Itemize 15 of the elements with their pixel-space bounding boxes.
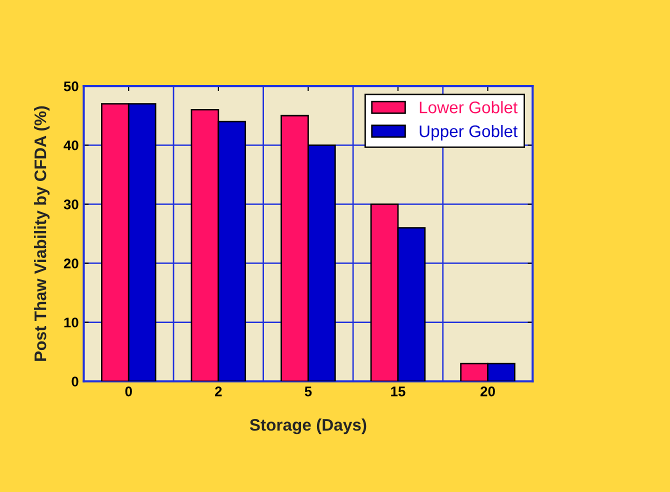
x-tick-label: 15 xyxy=(391,386,406,396)
legend-label: Lower Goblet xyxy=(420,101,518,114)
x-tick-label: 0 xyxy=(125,386,132,396)
y-tick-label: 40 xyxy=(64,140,78,150)
y-axis-title: Post Thaw Viability by CFDA (%) xyxy=(34,106,50,361)
y-tick-label: 50 xyxy=(64,81,78,92)
y-tick-label: 20 xyxy=(64,258,78,268)
x-tick-label: 5 xyxy=(304,386,312,396)
x-axis-title: Storage (Days) xyxy=(250,418,366,434)
x-tick-label: 2 xyxy=(215,386,222,396)
legend-label: Upper Goblet xyxy=(420,124,518,141)
y-tick-label: 0 xyxy=(72,376,78,386)
y-tick-label: 10 xyxy=(64,318,78,328)
y-tick-label: 30 xyxy=(64,200,78,210)
x-tick-label: 20 xyxy=(480,386,495,396)
